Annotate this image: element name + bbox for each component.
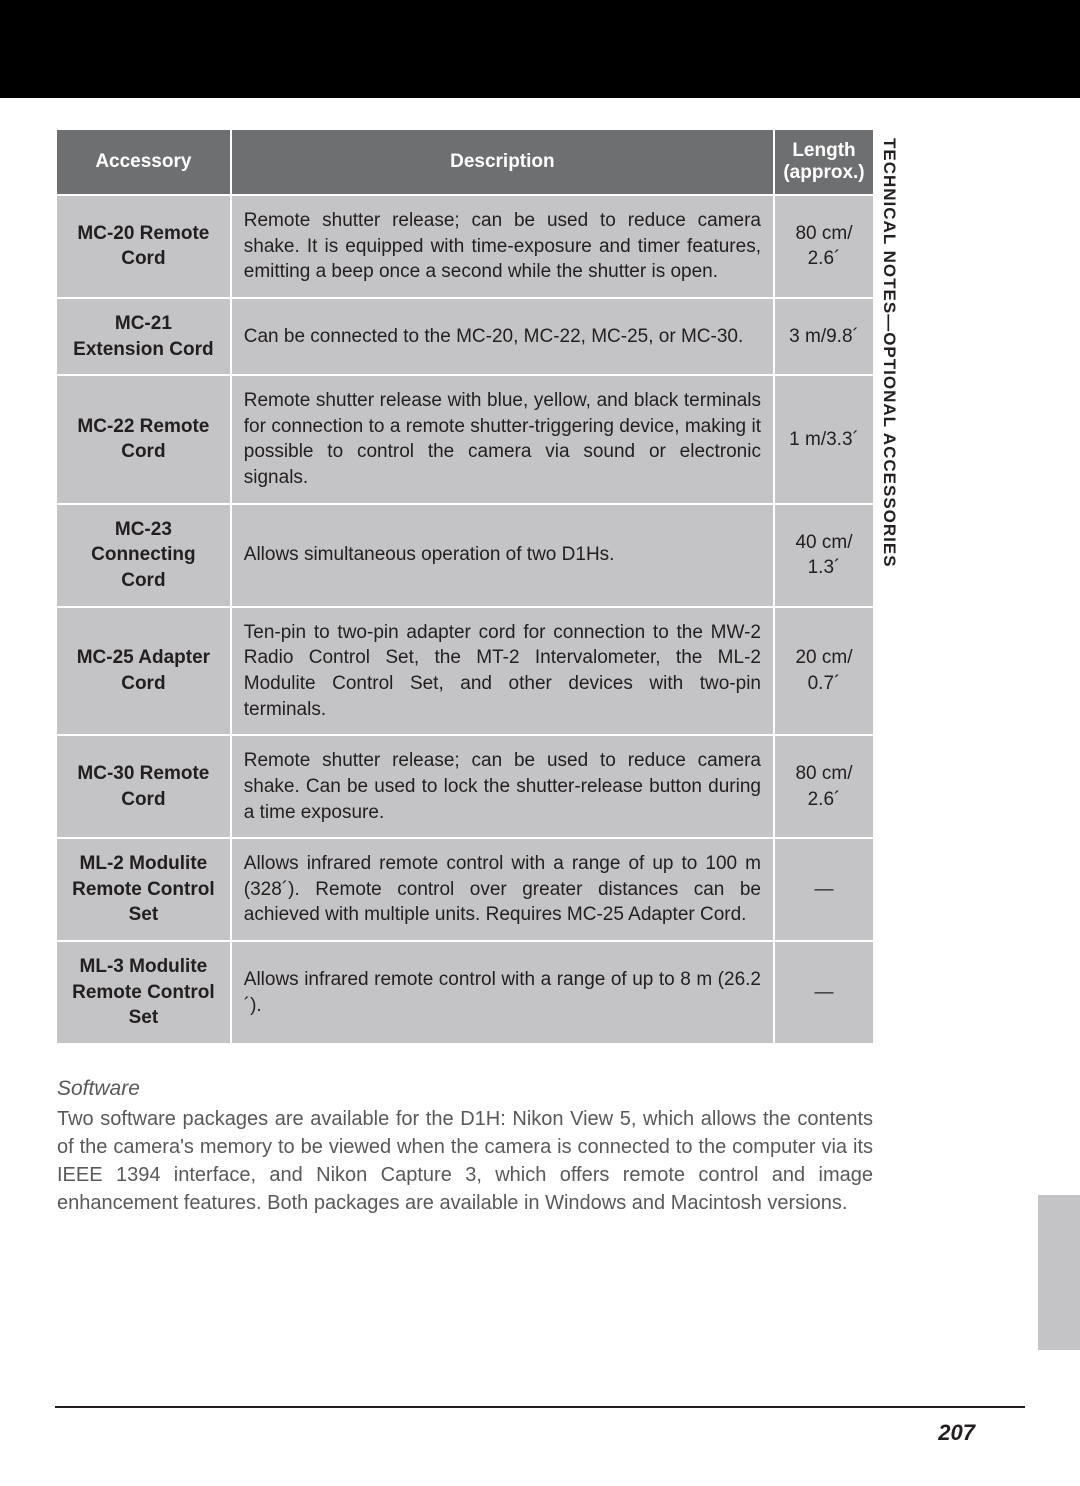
header-length: Length (approx.) [774,129,874,195]
accessory-length: 80 cm/ 2.6´ [774,195,874,298]
accessory-description: Allows infrared remote control with a ra… [231,838,774,941]
table-row: MC-25 Adapter Cord Ten-pin to two-pin ad… [56,607,874,736]
header-description: Description [231,129,774,195]
accessory-description: Ten-pin to two-pin adapter cord for conn… [231,607,774,736]
table-row: MC-20 Remote Cord Remote shutter release… [56,195,874,298]
accessories-table: Accessory Description Length (approx.) M… [55,128,875,1045]
table-row: MC-21 Extension Cord Can be connected to… [56,298,874,375]
accessory-description: Remote shutter release; can be used to r… [231,195,774,298]
accessory-name: MC-23 Connecting Cord [56,504,231,607]
table-row: MC-22 Remote Cord Remote shutter release… [56,375,874,504]
header-accessory: Accessory [56,129,231,195]
accessory-description: Allows infrared remote control with a ra… [231,941,774,1044]
side-section-tab: TECHNICAL NOTES—OPTIONAL ACCESSORIES [875,128,903,578]
page-footer: 207 [55,1406,1025,1446]
accessory-name: MC-20 Remote Cord [56,195,231,298]
accessory-name: MC-25 Adapter Cord [56,607,231,736]
accessory-length: — [774,941,874,1044]
accessory-length: 20 cm/ 0.7´ [774,607,874,736]
accessory-length: — [774,838,874,941]
software-text: Two software packages are available for … [57,1105,873,1217]
accessory-description: Can be connected to the MC-20, MC-22, MC… [231,298,774,375]
accessory-name: ML-2 Modulite Remote Control Set [56,838,231,941]
accessory-length: 1 m/3.3´ [774,375,874,504]
software-section: Software Two software packages are avail… [55,1077,875,1217]
table-row: ML-3 Modulite Remote Control Set Allows … [56,941,874,1044]
page-number: 207 [938,1420,1025,1445]
accessory-length: 40 cm/ 1.3´ [774,504,874,607]
table-row: MC-23 Connecting Cord Allows simultaneou… [56,504,874,607]
header-black-bar [0,0,1080,98]
accessory-name: MC-22 Remote Cord [56,375,231,504]
accessory-description: Remote shutter release with blue, yellow… [231,375,774,504]
accessory-length: 80 cm/ 2.6´ [774,735,874,838]
accessory-name: MC-21 Extension Cord [56,298,231,375]
accessory-description: Remote shutter release; can be used to r… [231,735,774,838]
table-row: MC-30 Remote Cord Remote shutter release… [56,735,874,838]
page-content: Accessory Description Length (approx.) M… [0,98,1080,1217]
table-row: ML-2 Modulite Remote Control Set Allows … [56,838,874,941]
side-tab-block [1038,1195,1080,1350]
accessory-name: MC-30 Remote Cord [56,735,231,838]
accessory-name: ML-3 Modulite Remote Control Set [56,941,231,1044]
accessory-description: Allows simultaneous operation of two D1H… [231,504,774,607]
software-heading: Software [57,1077,873,1101]
accessory-length: 3 m/9.8´ [774,298,874,375]
